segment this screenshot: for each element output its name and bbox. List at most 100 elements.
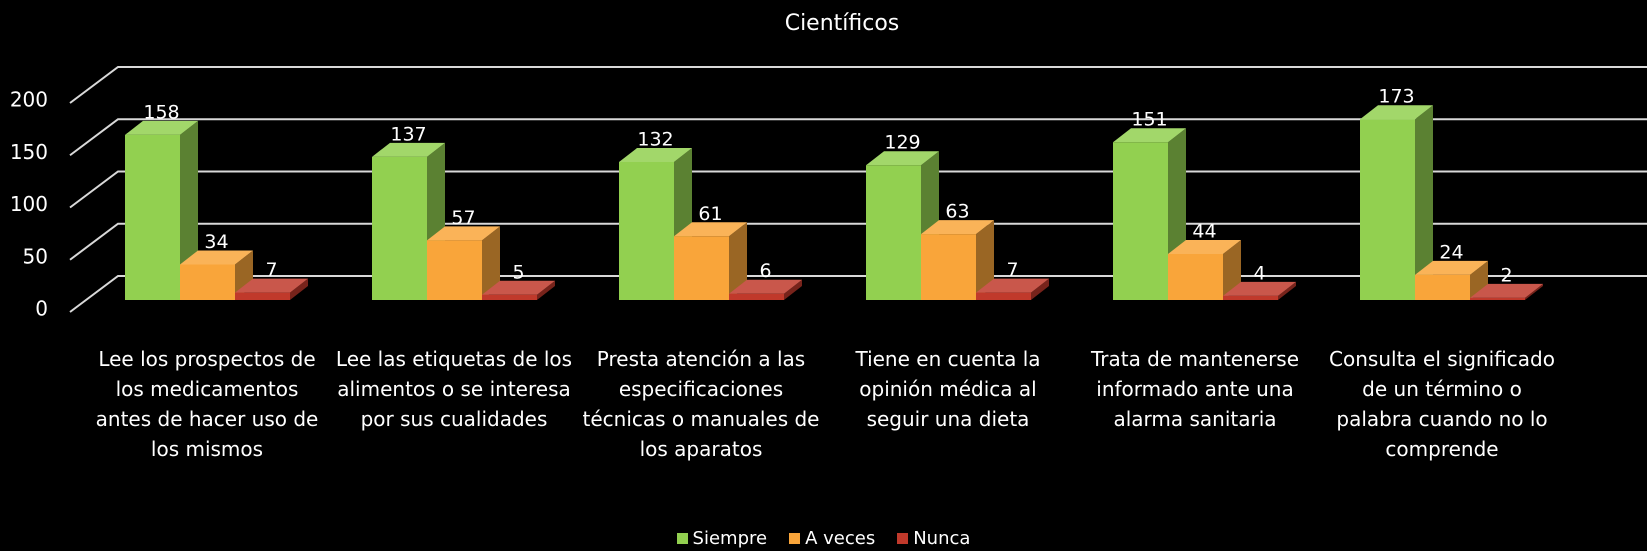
- bar-face: [1415, 260, 1488, 275]
- bar: [729, 279, 802, 300]
- data-label: 61: [698, 203, 722, 225]
- legend-label: A veces: [805, 528, 876, 549]
- bar-face: [674, 222, 747, 237]
- bar-face: [1470, 283, 1543, 298]
- bar-face: [784, 279, 802, 300]
- legend-item: Siempre: [676, 528, 768, 549]
- data-label: 5: [512, 261, 524, 283]
- data-label: 44: [1192, 221, 1216, 243]
- bar: [482, 280, 555, 300]
- chart-title: Científicos: [785, 11, 900, 36]
- legend-swatch: [897, 533, 909, 544]
- bar: [976, 278, 1049, 300]
- bar: [674, 222, 747, 300]
- bar-face: [1113, 142, 1168, 300]
- bar-face: [290, 278, 308, 300]
- bar-face: [1168, 240, 1241, 255]
- bar-face: [180, 264, 235, 300]
- bar-face: [1113, 128, 1186, 143]
- bar: [1168, 240, 1241, 300]
- bar-face: [976, 220, 994, 300]
- bar-face: [976, 278, 1049, 293]
- bar-face: [1470, 297, 1525, 300]
- data-label: 24: [1439, 241, 1463, 263]
- bar-face: [921, 234, 976, 300]
- legend-label: Siempre: [692, 528, 768, 549]
- bar-face: [1223, 240, 1241, 300]
- data-label: 137: [390, 123, 426, 145]
- bar-face: [235, 292, 290, 300]
- bar-face: [1223, 281, 1296, 296]
- bar-face: [125, 134, 180, 300]
- bar-face: [729, 279, 802, 294]
- bar-face: [427, 240, 482, 300]
- data-label: 34: [204, 231, 228, 253]
- data-label: 6: [759, 260, 771, 282]
- y-tick-label: 150: [10, 140, 48, 164]
- bar-face: [1525, 283, 1543, 300]
- bar-face: [482, 280, 555, 295]
- legend-label: Nunca: [913, 528, 971, 549]
- x-tick-label: Presta atención a las especificaciones t…: [582, 347, 820, 461]
- bar: [180, 250, 253, 300]
- data-label: 4: [1253, 262, 1265, 284]
- bar-face: [729, 222, 747, 300]
- bar-face: [537, 280, 555, 300]
- bar: [1360, 105, 1433, 300]
- data-label: 173: [1378, 86, 1414, 108]
- x-tick-label: Tiene en cuenta la opinión médica al seg…: [855, 347, 1041, 431]
- bar: [1223, 281, 1296, 300]
- data-label: 151: [1131, 109, 1167, 131]
- data-label: 57: [451, 207, 475, 229]
- bar-face: [427, 226, 500, 241]
- y-tick-label: 200: [10, 88, 48, 112]
- bar: [427, 226, 500, 300]
- legend-swatch: [789, 533, 801, 544]
- bar-face: [976, 292, 1031, 300]
- legend-item: A veces: [789, 528, 875, 549]
- legend: Siempre A veces Nunca: [0, 528, 1647, 549]
- bar: [1470, 283, 1543, 300]
- bar-face: [125, 120, 198, 135]
- bar: [235, 278, 308, 300]
- data-label: 63: [945, 201, 969, 223]
- bar-face: [372, 156, 427, 300]
- data-label: 158: [143, 101, 179, 123]
- bar-face: [180, 250, 253, 265]
- data-label: 7: [265, 259, 277, 281]
- bar-face: [1278, 281, 1296, 300]
- bar-face: [729, 293, 784, 300]
- grid-line: [69, 66, 1647, 104]
- x-tick-label: Trata de mantenerse informado ante una a…: [1090, 347, 1300, 431]
- bar-face: [1360, 119, 1415, 300]
- data-label: 129: [884, 132, 920, 154]
- legend-item: Nunca: [897, 528, 970, 549]
- bar-face: [1031, 278, 1049, 300]
- bar-face: [482, 294, 537, 300]
- bar: [1415, 260, 1488, 300]
- y-tick-label: 100: [10, 192, 48, 216]
- bar-face: [1360, 105, 1433, 120]
- data-label: 7: [1006, 259, 1018, 281]
- bar-face: [866, 165, 921, 300]
- x-tick-label: Consulta el significado de un término o …: [1329, 347, 1555, 461]
- grid-line: [69, 118, 1647, 157]
- bar-face: [619, 162, 674, 300]
- bar-face: [1168, 254, 1223, 300]
- bar: [921, 220, 994, 300]
- y-tick-label: 0: [35, 297, 48, 321]
- legend-swatch: [676, 533, 688, 544]
- bar-face: [1415, 105, 1433, 300]
- bar-face: [235, 278, 308, 293]
- bar-face: [1470, 260, 1488, 300]
- bar-face: [372, 142, 445, 157]
- bar-face: [674, 236, 729, 300]
- x-tick-label: Lee los prospectos de los medicamentos a…: [95, 347, 319, 461]
- data-label: 132: [637, 129, 673, 151]
- bar-face: [1415, 274, 1470, 300]
- bar-face: [1223, 295, 1278, 300]
- y-tick-label: 50: [23, 244, 48, 268]
- x-tick-label: Lee las etiquetas de los alimentos o se …: [335, 347, 573, 431]
